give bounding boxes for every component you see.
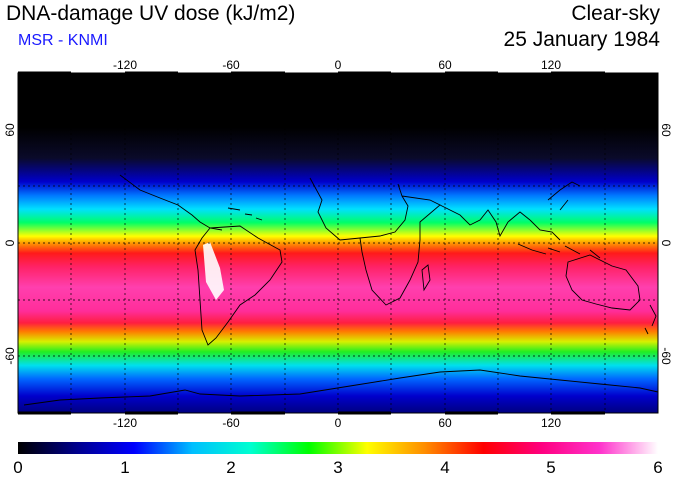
andes-highlight (203, 242, 224, 300)
lon-label-top: 120 (541, 58, 561, 72)
colorbar-tick-label: 6 (653, 458, 663, 477)
map-title: DNA-damage UV dose (kJ/m2) (6, 2, 296, 25)
lat-label-right: 0 (659, 240, 673, 247)
lat-label-left: -60 (3, 347, 17, 365)
lon-label-bottom: 0 (335, 416, 342, 430)
lon-label-bottom: 120 (541, 416, 561, 430)
lon-label-top: -60 (222, 58, 240, 72)
graticule (18, 73, 658, 413)
uv-dose-map: -120 -60 0 60 120 -120 -60 0 60 120 60 0… (3, 58, 673, 430)
lon-label-bottom: 60 (438, 416, 452, 430)
coastlines (23, 174, 659, 406)
lat-label-right: 60 (659, 123, 673, 137)
lat-label-left: 60 (3, 123, 17, 137)
lon-label-top: 60 (438, 58, 452, 72)
lat-label-left: 0 (3, 239, 17, 246)
colorbar-tick-label: 4 (440, 458, 450, 477)
date-label: 25 January 1984 (503, 28, 660, 51)
lon-label-top: 0 (335, 58, 342, 72)
lat-label-right: -60 (659, 347, 673, 365)
sky-condition-label: Clear-sky (571, 2, 660, 25)
source-label: MSR - KNMI (18, 32, 108, 49)
colorbar (18, 442, 658, 454)
colorbar-tick-label: 0 (13, 458, 23, 477)
colorbar-tick-label: 1 (120, 458, 130, 477)
lon-label-bottom: -60 (222, 416, 240, 430)
lon-label-top: -120 (113, 58, 137, 72)
colorbar-tick-label: 3 (333, 458, 343, 477)
colorbar-tick-label: 2 (226, 458, 236, 477)
colorbar-tick-label: 5 (546, 458, 556, 477)
lon-label-bottom: -120 (113, 416, 137, 430)
frame-ticks (18, 71, 605, 415)
